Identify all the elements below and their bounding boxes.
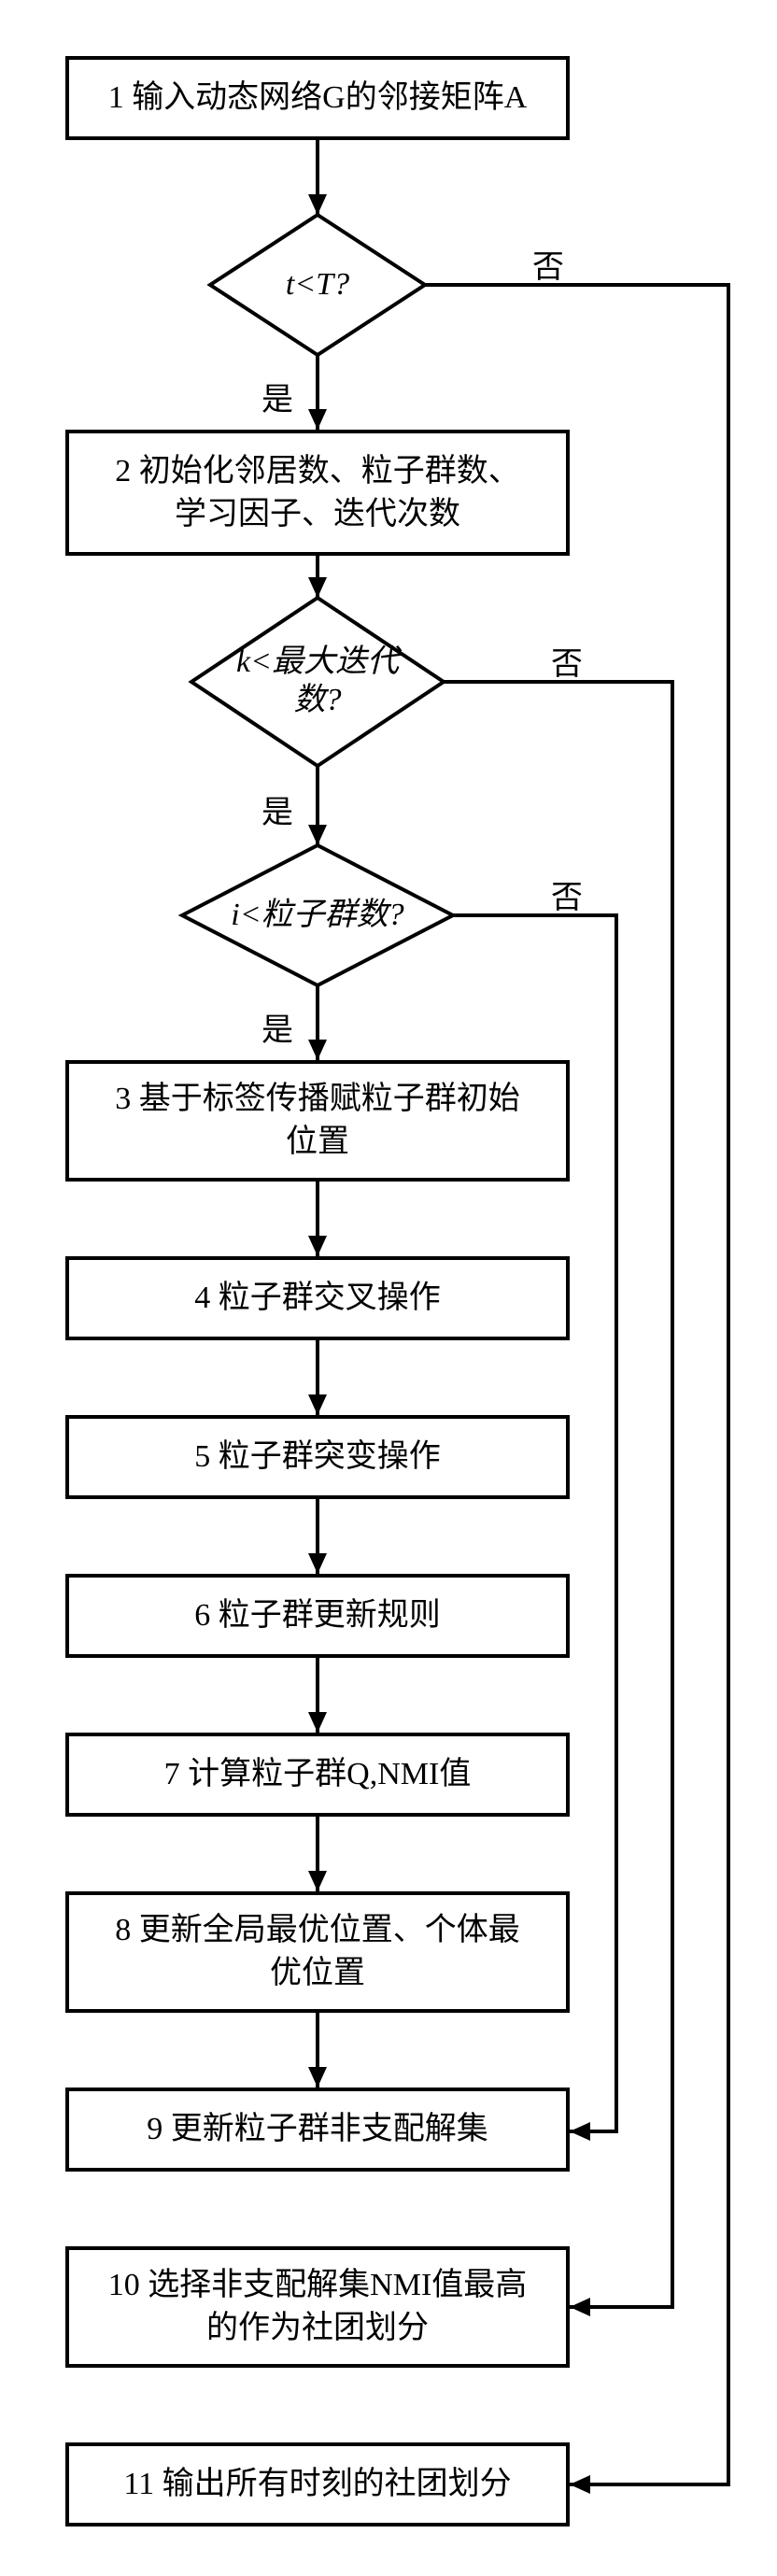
edge-label-yes-2: 是 [261, 786, 293, 832]
flow-node-10-select-partition: 10 选择非支配解集NMI值最高 的作为社团划分 [65, 2246, 570, 2368]
flow-node-7-compute-q-nmi: 7 计算粒子群Q,NMI值 [65, 1733, 570, 1817]
flow-node-1-label: 1 输入动态网络G的邻接矩阵A [105, 77, 531, 120]
flow-node-5-mutation: 5 粒子群突变操作 [65, 1415, 570, 1499]
flow-node-2-label: 2 初始化邻居数、粒子群数、 学习因子、迭代次数 [111, 450, 524, 536]
flow-decision-1-label: t<T? [210, 215, 425, 355]
flow-node-9-label: 9 更新粒子群非支配解集 [143, 2108, 492, 2151]
flow-node-6-update-rule: 6 粒子群更新规则 [65, 1574, 570, 1658]
flow-node-11-output: 11 输出所有时刻的社团划分 [65, 2442, 570, 2526]
flow-node-7-label: 7 计算粒子群Q,NMI值 [161, 1753, 475, 1796]
flow-decision-3-label: i<粒子群数? [182, 845, 453, 985]
flow-node-3-label-propagation: 3 基于标签传播赋粒子群初始 位置 [65, 1060, 570, 1182]
edge-label-yes-3: 是 [261, 1004, 293, 1050]
edge-label-no-3: 否 [551, 871, 583, 917]
flow-decision-t-lt-T: t<T? [210, 215, 425, 355]
flow-decision-k-lt-maxiter: k<最大迭代 数? [191, 598, 444, 766]
flow-node-8-update-best: 8 更新全局最优位置、个体最 优位置 [65, 1891, 570, 2013]
flow-decision-2-label: k<最大迭代 数? [191, 598, 444, 766]
edge-label-no-1: 否 [532, 241, 564, 287]
flow-node-5-label: 5 粒子群突变操作 [191, 1436, 445, 1479]
flow-node-4-crossover: 4 粒子群交叉操作 [65, 1256, 570, 1340]
flow-node-6-label: 6 粒子群更新规则 [191, 1594, 445, 1637]
flow-node-1-input: 1 输入动态网络G的邻接矩阵A [65, 56, 570, 140]
flow-node-11-label: 11 输出所有时刻的社团划分 [120, 2463, 515, 2506]
edge-label-no-2: 否 [551, 638, 583, 684]
flow-node-3-label: 3 基于标签传播赋粒子群初始 位置 [111, 1078, 524, 1164]
flow-node-2-init: 2 初始化邻居数、粒子群数、 学习因子、迭代次数 [65, 430, 570, 556]
flow-node-4-label: 4 粒子群交叉操作 [191, 1277, 445, 1320]
flow-node-9-update-nondominated: 9 更新粒子群非支配解集 [65, 2088, 570, 2172]
flow-node-8-label: 8 更新全局最优位置、个体最 优位置 [111, 1909, 524, 1995]
flow-decision-i-lt-swarmsize: i<粒子群数? [182, 845, 453, 985]
flow-node-10-label: 10 选择非支配解集NMI值最高 的作为社团划分 [105, 2264, 531, 2350]
edge-label-yes-1: 是 [261, 374, 293, 419]
